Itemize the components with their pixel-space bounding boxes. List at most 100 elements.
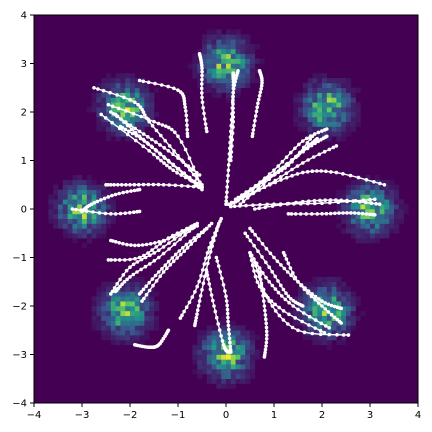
heatmap-cell bbox=[115, 339, 121, 346]
trajectory-point bbox=[104, 183, 108, 187]
heatmap-cell bbox=[346, 97, 352, 103]
trajectory-point bbox=[207, 255, 211, 260]
heatmap-cell bbox=[134, 87, 140, 93]
heatmap-cell bbox=[139, 121, 145, 127]
trajectory-point bbox=[287, 300, 291, 305]
heatmap-cell bbox=[221, 78, 227, 84]
heatmap-cell bbox=[67, 223, 73, 229]
trajectory-point bbox=[125, 190, 129, 194]
heatmap-cell bbox=[154, 291, 160, 297]
trajectory-point bbox=[279, 263, 283, 267]
heatmap-cell bbox=[350, 116, 356, 122]
heatmap-cell bbox=[82, 204, 88, 210]
trajectory-point bbox=[257, 94, 262, 98]
heatmap-cell bbox=[130, 97, 136, 103]
heatmap-cell bbox=[298, 306, 304, 312]
heatmap-cell bbox=[115, 136, 121, 142]
trajectory-point bbox=[230, 137, 234, 142]
heatmap-cell bbox=[120, 286, 126, 292]
trajectory-point bbox=[121, 241, 125, 246]
x-axis: −4 −2 −1 0 1 2 3 4−3 bbox=[27, 403, 421, 421]
heatmap-cell bbox=[298, 291, 304, 297]
heatmap-cell bbox=[221, 53, 227, 59]
heatmap-cell bbox=[91, 218, 97, 224]
heatmap-cell bbox=[245, 44, 251, 50]
trajectory-point bbox=[158, 274, 162, 279]
heatmap-cell bbox=[336, 87, 342, 93]
trajectory-point bbox=[137, 292, 142, 296]
heatmap-cell bbox=[341, 330, 347, 336]
heatmap-cell bbox=[336, 121, 342, 127]
heatmap-cell bbox=[58, 218, 64, 224]
heatmap-cell bbox=[101, 97, 107, 103]
heatmap-cell bbox=[312, 73, 318, 79]
trajectory-point bbox=[280, 159, 285, 164]
trajectory-point bbox=[246, 190, 250, 195]
heatmap-cell bbox=[91, 204, 97, 210]
trajectory-point bbox=[130, 131, 135, 136]
heatmap-cell bbox=[360, 213, 366, 219]
trajectory-point bbox=[129, 243, 133, 247]
heatmap-cell bbox=[130, 82, 136, 89]
heatmap-cell bbox=[110, 131, 116, 137]
trajectory-point bbox=[259, 281, 264, 286]
trajectory-point bbox=[115, 282, 119, 286]
trajectory-point bbox=[318, 332, 323, 337]
trajectory-point bbox=[304, 136, 309, 141]
trajectory-point bbox=[124, 109, 128, 113]
heatmap-cell bbox=[312, 276, 318, 283]
heatmap-cell bbox=[211, 53, 217, 59]
trajectory-point bbox=[273, 309, 278, 313]
trajectory-point bbox=[276, 290, 281, 295]
heatmap-cell bbox=[72, 175, 78, 181]
trajectory-line bbox=[110, 225, 193, 295]
trajectory-point bbox=[207, 246, 211, 250]
heatmap-cell bbox=[346, 78, 352, 84]
heatmap-cell bbox=[130, 330, 136, 336]
heatmap-cell bbox=[370, 204, 376, 210]
heatmap-cell bbox=[130, 325, 136, 331]
heatmap-cell bbox=[312, 82, 318, 89]
heatmap-cell bbox=[235, 63, 241, 69]
heatmap-cell bbox=[379, 199, 385, 205]
heatmap-cell bbox=[230, 364, 236, 370]
heatmap-cell bbox=[221, 320, 227, 326]
heatmap-cell bbox=[326, 82, 332, 89]
heatmap-cell bbox=[206, 344, 212, 350]
heatmap-cell bbox=[211, 364, 217, 370]
trajectory-point bbox=[175, 256, 179, 260]
trajectory-point bbox=[182, 309, 186, 314]
trajectory bbox=[248, 250, 332, 330]
heatmap-cell bbox=[389, 223, 395, 229]
heatmap-cell bbox=[240, 359, 246, 365]
heatmap-cell bbox=[370, 218, 376, 224]
trajectory-point bbox=[231, 71, 235, 75]
trajectory-point bbox=[181, 246, 185, 250]
trajectory-point bbox=[200, 268, 205, 272]
heatmap-cell bbox=[235, 344, 241, 350]
heatmap-cell bbox=[331, 320, 337, 326]
trajectory-point bbox=[364, 200, 368, 205]
heatmap-cell bbox=[235, 48, 241, 55]
heatmap-cell bbox=[312, 330, 318, 336]
trajectory-point bbox=[231, 125, 235, 129]
trajectory-point bbox=[315, 212, 320, 216]
y-tick-label: −3 bbox=[12, 350, 27, 361]
trajectory-point bbox=[171, 152, 175, 156]
heatmap-cell bbox=[350, 87, 356, 93]
heatmap-cell bbox=[374, 204, 380, 210]
trajectory-point bbox=[232, 204, 237, 209]
trajectory-point bbox=[356, 175, 361, 180]
heatmap-cell bbox=[130, 286, 136, 292]
trajectory-point bbox=[160, 266, 164, 271]
trajectory-point bbox=[284, 257, 289, 261]
heatmap-cell bbox=[149, 102, 155, 108]
trajectory-point bbox=[199, 86, 204, 91]
heatmap-cell bbox=[317, 281, 323, 287]
heatmap-cell bbox=[125, 286, 131, 292]
heatmap-cell bbox=[216, 354, 222, 360]
heatmap-cell bbox=[139, 291, 145, 297]
heatmap-cell bbox=[134, 107, 140, 113]
trajectory-point bbox=[110, 104, 115, 109]
trajectory-point bbox=[109, 212, 113, 216]
